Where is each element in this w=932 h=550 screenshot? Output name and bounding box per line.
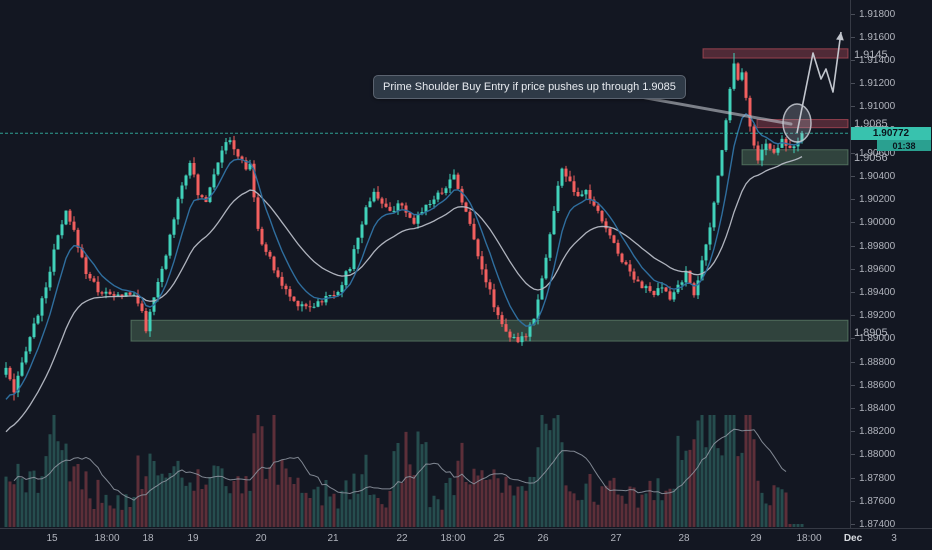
level-price-label: 1.8905 bbox=[854, 327, 888, 339]
time-tick-label: 18:00 bbox=[796, 533, 822, 544]
ma-fast-line[interactable] bbox=[5, 112, 803, 400]
price-tick-label: 1.89400 bbox=[851, 287, 895, 298]
price-tick-label: 1.91600 bbox=[851, 32, 895, 43]
price-tick-label: 1.90400 bbox=[851, 171, 895, 182]
time-tick-label: 19 bbox=[187, 533, 199, 544]
price-tick-label: 1.91200 bbox=[851, 78, 895, 89]
projection-arrowhead-icon bbox=[836, 32, 844, 41]
price-tick-label: 1.91400 bbox=[851, 55, 895, 66]
price-axis[interactable]: 1.918001.916001.914001.912001.910001.908… bbox=[851, 0, 932, 530]
price-tick-label: 1.88200 bbox=[851, 426, 895, 437]
bar-countdown-value: 01:38 bbox=[892, 140, 916, 151]
demand-zone-support-1.9056[interactable] bbox=[741, 149, 849, 166]
time-tick-label: 18:00 bbox=[440, 533, 466, 544]
time-tick-label: Dec bbox=[843, 533, 863, 544]
supply-zone-resistance-1.9145[interactable] bbox=[702, 48, 849, 59]
callout-text: Prime Shoulder Buy Entry if price pushes… bbox=[383, 81, 676, 93]
time-tick-label: 26 bbox=[537, 533, 549, 544]
time-axis[interactable]: 15 18:00 18 19 20 21 22 18:00 25 26 27 28 29 18:00 Dec… bbox=[0, 529, 932, 550]
time-tick-label: 21 bbox=[327, 533, 339, 544]
time-tick-label: 29 bbox=[750, 533, 762, 544]
entry-highlight-ellipse[interactable] bbox=[782, 103, 812, 143]
time-tick-label: 27 bbox=[610, 533, 622, 544]
level-price-label: 1.9056 bbox=[854, 151, 888, 164]
candle-wicks-down bbox=[9, 62, 791, 401]
price-tick-label: 1.90000 bbox=[851, 217, 895, 228]
ma-slow-line[interactable] bbox=[5, 156, 803, 433]
level-price-label: 1.9145 bbox=[854, 48, 888, 61]
time-tick-label: 18 bbox=[142, 533, 154, 544]
time-tick-label: 3 bbox=[891, 533, 897, 544]
price-axis-separator bbox=[850, 0, 851, 528]
price-tick-label: 1.91000 bbox=[851, 101, 895, 112]
price-tick-label: 1.89000 bbox=[851, 333, 895, 344]
price-tick-label: 1.87400 bbox=[851, 519, 895, 530]
trade-note-callout[interactable]: Prime Shoulder Buy Entry if price pushes… bbox=[373, 75, 686, 99]
callout-pointer-line[interactable] bbox=[633, 94, 793, 126]
price-tick-label: 1.90600 bbox=[851, 148, 895, 159]
price-tick-label: 1.87600 bbox=[851, 496, 895, 507]
price-tick-label: 1.88600 bbox=[851, 380, 895, 391]
price-tick-label: 1.89200 bbox=[851, 310, 895, 321]
time-axis-separator bbox=[0, 528, 932, 529]
price-tick-label: 1.88400 bbox=[851, 403, 895, 414]
volume-ma-line[interactable] bbox=[13, 428, 787, 501]
time-tick-label: 28 bbox=[678, 533, 690, 544]
price-tick-label: 1.90200 bbox=[851, 194, 895, 205]
price-tick-label: 1.89600 bbox=[851, 264, 895, 275]
time-tick-label: 25 bbox=[493, 533, 505, 544]
supply-zone-entry-1.9085[interactable] bbox=[756, 119, 849, 129]
time-tick-label: 20 bbox=[255, 533, 267, 544]
last-price-badge[interactable]: 1.90772 bbox=[851, 126, 931, 140]
time-tick-label: 22 bbox=[396, 533, 408, 544]
time-tick-label: 15 bbox=[46, 533, 58, 544]
price-tick-label: 1.88800 bbox=[851, 357, 895, 368]
price-tick-label: 1.87800 bbox=[851, 473, 895, 484]
candle-bodies-down[interactable] bbox=[8, 63, 792, 393]
demand-zone-demand-1.8905[interactable] bbox=[130, 319, 849, 342]
price-projection-zigzag[interactable] bbox=[796, 31, 842, 134]
candle-bodies-up[interactable] bbox=[4, 63, 804, 393]
zones bbox=[130, 48, 849, 342]
last-price-value: 1.90772 bbox=[872, 127, 910, 139]
volume-bars-up[interactable] bbox=[4, 415, 804, 527]
bar-countdown-badge: 01:38 bbox=[877, 140, 931, 152]
volume-bars-down[interactable] bbox=[8, 415, 792, 527]
price-tick-label: 1.91800 bbox=[851, 9, 895, 20]
price-tick-label: 1.88000 bbox=[851, 449, 895, 460]
price-tick-label: 1.89800 bbox=[851, 241, 895, 252]
time-tick-label: 18:00 bbox=[94, 533, 120, 544]
